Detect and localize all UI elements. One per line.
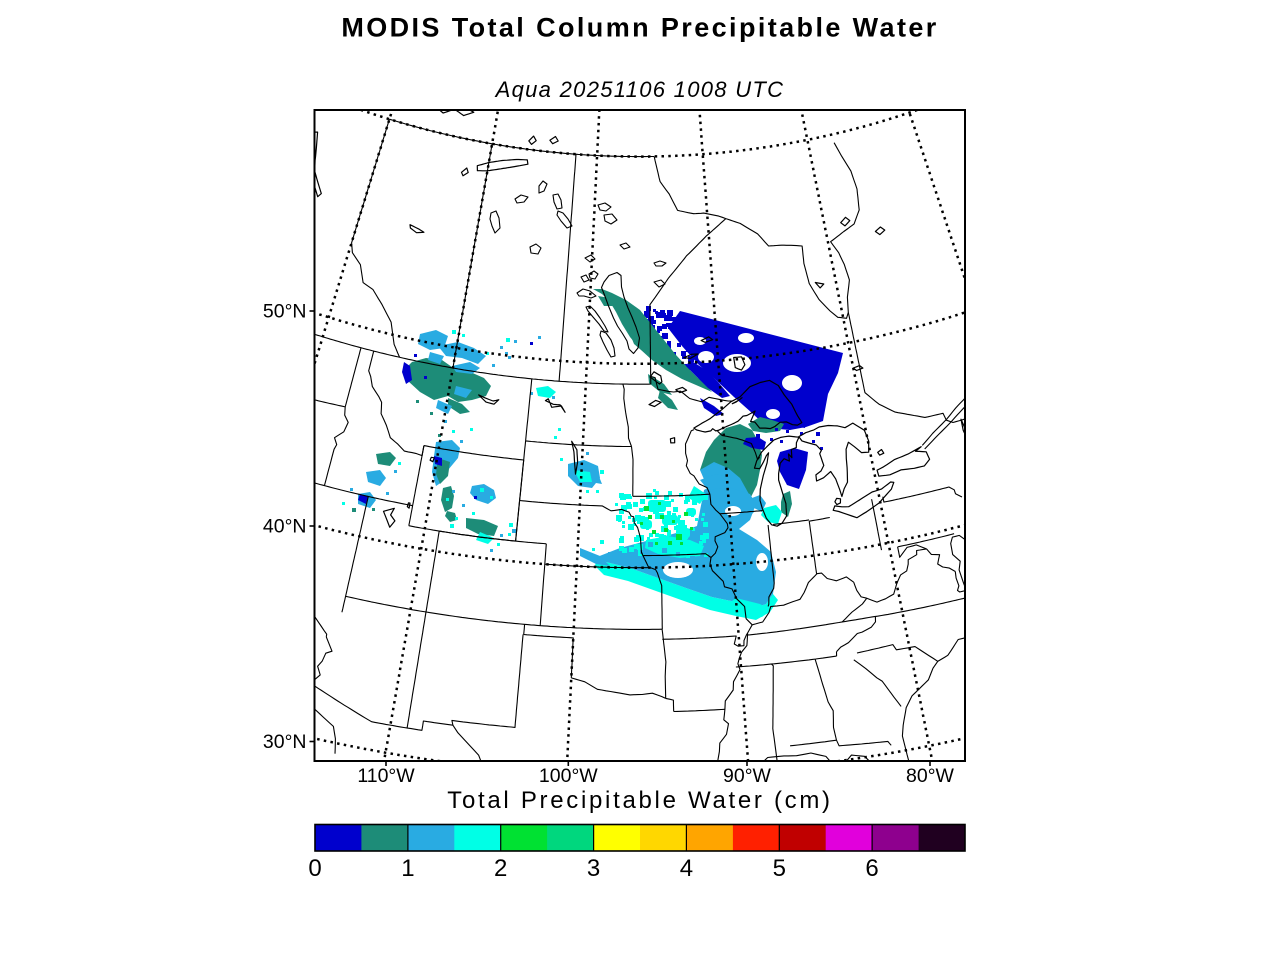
svg-text:MODIS Total Column Precipitabl: MODIS Total Column Precipitable Water <box>341 13 938 43</box>
svg-text:80°W: 80°W <box>906 765 954 787</box>
svg-text:1: 1 <box>401 855 414 882</box>
svg-text:110°W: 110°W <box>357 765 415 787</box>
svg-text:50°N: 50°N <box>263 301 307 323</box>
svg-text:40°N: 40°N <box>263 516 307 538</box>
svg-text:5: 5 <box>773 855 786 882</box>
svg-text:Aqua 20251106 1008 UTC: Aqua 20251106 1008 UTC <box>494 77 785 102</box>
svg-text:90°W: 90°W <box>723 765 771 787</box>
svg-text:6: 6 <box>865 855 878 882</box>
svg-text:4: 4 <box>680 855 693 882</box>
svg-text:3: 3 <box>587 855 600 882</box>
svg-text:2: 2 <box>494 855 507 882</box>
svg-text:100°W: 100°W <box>539 765 598 787</box>
svg-text:0: 0 <box>308 855 321 882</box>
svg-text:30°N: 30°N <box>263 731 307 753</box>
svg-text:Total Precipitable Water (cm): Total Precipitable Water (cm) <box>447 787 833 814</box>
